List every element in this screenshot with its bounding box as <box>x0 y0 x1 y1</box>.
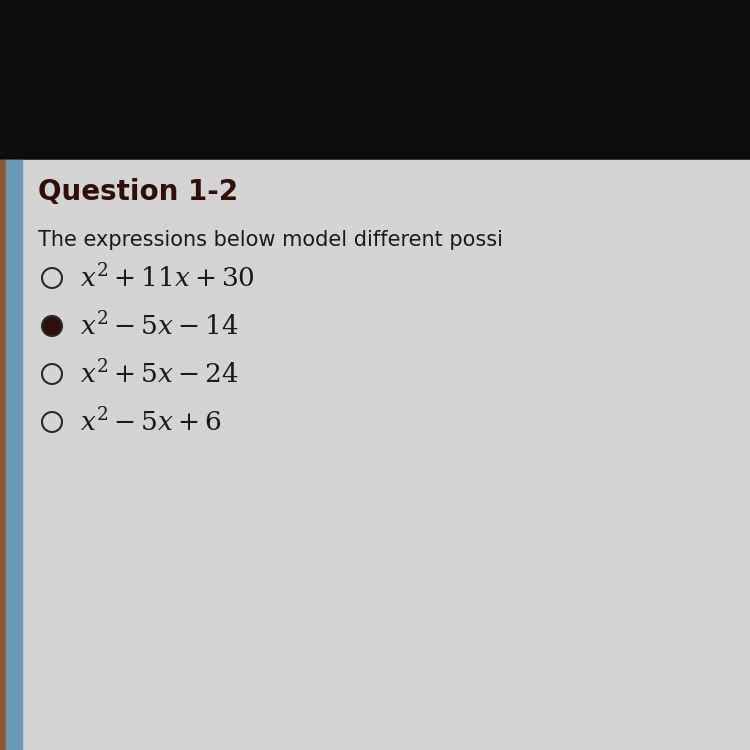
Bar <box>0 160 6 750</box>
Text: $x^2 + 5x - 24$: $x^2 + 5x - 24$ <box>80 360 239 388</box>
Text: $x^2 - 5x - 14$: $x^2 - 5x - 14$ <box>80 312 239 340</box>
Text: $x^2 + 11x + 30$: $x^2 + 11x + 30$ <box>80 264 255 292</box>
Circle shape <box>42 412 62 432</box>
Text: Question 1-2: Question 1-2 <box>38 178 238 206</box>
Circle shape <box>42 316 62 336</box>
Bar <box>0 160 750 750</box>
Circle shape <box>42 364 62 384</box>
Text: $x^2 - 5x + 6$: $x^2 - 5x + 6$ <box>80 408 221 436</box>
Circle shape <box>42 268 62 288</box>
Text: The expressions below model different possi: The expressions below model different po… <box>38 230 503 250</box>
Bar <box>6 160 22 750</box>
